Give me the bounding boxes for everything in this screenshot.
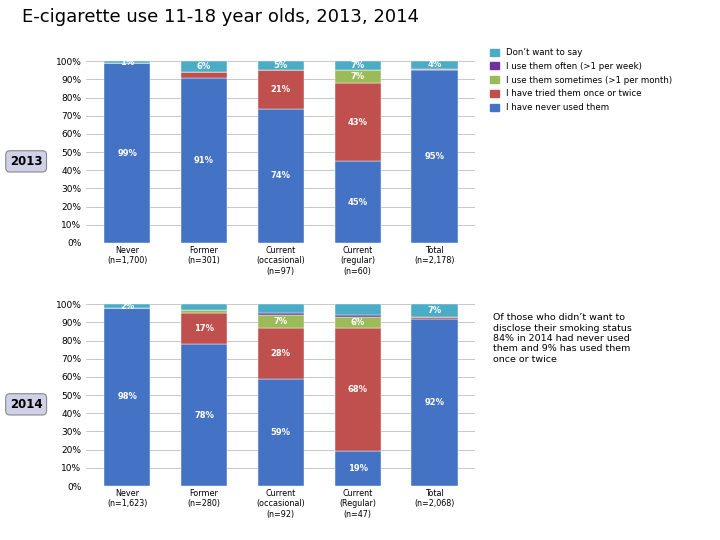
Bar [181,78,227,243]
Text: 7%: 7% [351,72,365,81]
Text: 7%: 7% [351,62,365,70]
Bar [335,451,381,486]
Bar [258,62,304,70]
Text: 4%: 4% [428,60,441,70]
Legend: Don’t want to say, I use them often (>1 per week), I use them sometimes (>1 per : Don’t want to say, I use them often (>1 … [487,45,675,116]
Text: 21%: 21% [271,85,291,94]
Bar [104,62,150,63]
Text: 92%: 92% [425,398,444,407]
Text: 28%: 28% [271,349,291,358]
Bar [104,63,150,243]
Text: 2014: 2014 [10,398,42,411]
Bar [335,62,381,70]
Text: 17%: 17% [194,325,214,333]
Bar [335,328,381,451]
Text: 74%: 74% [271,171,291,180]
Bar [104,305,150,308]
Bar [335,83,381,161]
Text: E-cigarette use 11-18 year olds, 2013, 2014: E-cigarette use 11-18 year olds, 2013, 2… [22,8,418,26]
Bar [335,70,381,83]
Text: 99%: 99% [117,148,137,158]
Bar [411,70,457,243]
Bar [258,379,304,486]
Bar [335,315,381,317]
Text: 2013: 2013 [10,155,42,168]
Bar [258,305,304,313]
Text: 98%: 98% [117,393,137,401]
Text: 43%: 43% [348,118,368,127]
Text: 1%: 1% [120,58,134,67]
Text: Of those who didn’t want to
disclose their smoking status
84% in 2014 had never : Of those who didn’t want to disclose the… [493,313,632,364]
Bar [104,308,150,486]
Bar [258,313,304,315]
Bar [181,62,227,72]
Bar [258,70,304,109]
Bar [181,305,227,310]
Text: 95%: 95% [425,152,444,161]
Text: 59%: 59% [271,428,291,437]
Bar [181,313,227,345]
Text: 45%: 45% [348,198,368,207]
Bar [181,310,227,313]
Bar [258,315,304,328]
Bar [411,319,457,486]
Text: 68%: 68% [348,385,368,394]
Bar [258,109,304,243]
Bar [335,305,381,315]
Text: 19%: 19% [348,464,368,473]
Bar [411,317,457,319]
Bar [181,345,227,486]
Bar [411,305,457,317]
Bar [335,317,381,328]
Bar [335,161,381,243]
Bar [181,72,227,78]
Text: 5%: 5% [274,62,288,70]
Text: 78%: 78% [194,410,214,420]
Text: 6%: 6% [197,62,211,71]
Text: 7%: 7% [428,306,441,315]
Text: 91%: 91% [194,156,214,165]
Text: 6%: 6% [351,318,365,327]
Bar [411,62,457,69]
Bar [258,328,304,379]
Text: 2%: 2% [120,302,134,310]
Bar [411,69,457,70]
Text: 7%: 7% [274,317,288,326]
